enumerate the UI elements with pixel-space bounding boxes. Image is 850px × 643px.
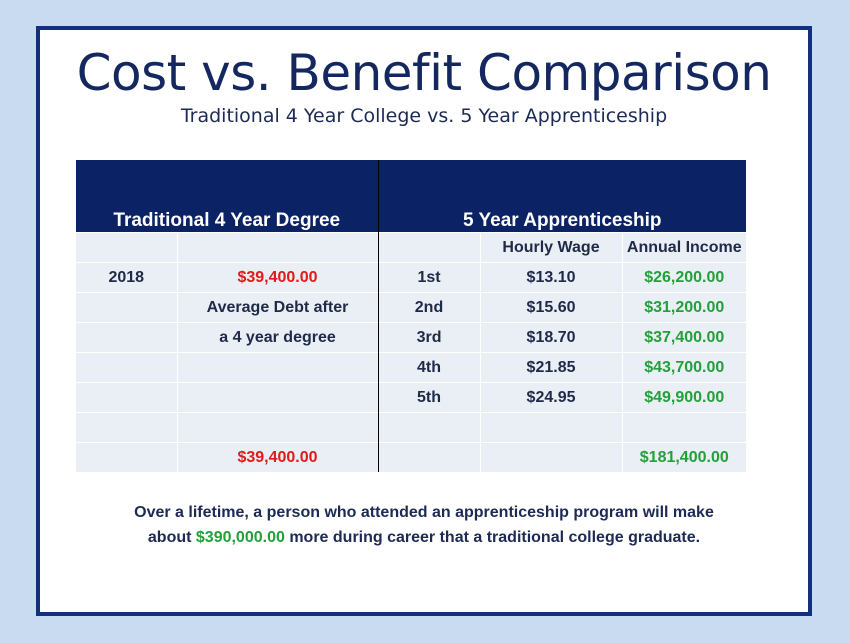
year-number-cell: 2nd	[377, 292, 481, 323]
table-row: 5th $24.95 $49,900.00	[76, 382, 747, 413]
col-label	[176, 232, 379, 263]
hourly-wage-cell: $24.95	[479, 382, 623, 413]
year-number-cell: 1st	[377, 262, 481, 293]
total-income-cell: $181,400.00	[621, 442, 747, 472]
table-row: a 4 year degree 3rd $18.70 $37,400.00	[76, 322, 747, 353]
debt-note-cell: Average Debt after	[176, 292, 379, 323]
year-number-cell: 5th	[377, 382, 481, 413]
lifetime-difference-amount: $390,000.00	[195, 529, 285, 546]
footer-line-1: Over a lifetime, a person who attended a…	[134, 504, 714, 521]
slide-title: Cost vs. Benefit Comparison	[76, 44, 772, 102]
table-row: 4th $21.85 $43,700.00	[76, 352, 747, 383]
debt-cell	[176, 352, 379, 383]
annual-income-cell: $26,200.00	[621, 262, 747, 293]
empty-cell	[479, 442, 623, 472]
debt-cell	[176, 382, 379, 413]
year-cell: 2018	[76, 262, 177, 293]
annual-income-cell: $37,400.00	[621, 322, 747, 353]
debt-note-cell: a 4 year degree	[176, 322, 379, 353]
comparison-table: Traditional 4 Year Degree 5 Year Apprent…	[76, 160, 747, 472]
year-number-cell: 3rd	[377, 322, 481, 353]
empty-cell	[76, 412, 177, 443]
year-cell	[76, 382, 177, 413]
annual-income-cell: $43,700.00	[621, 352, 747, 383]
col-label-annual-income: Annual Income	[621, 232, 747, 263]
empty-cell	[479, 412, 623, 443]
hourly-wage-cell: $18.70	[479, 322, 623, 353]
slide: Cost vs. Benefit Comparison Traditional …	[36, 26, 812, 616]
annual-income-cell: $49,900.00	[621, 382, 747, 413]
empty-cell	[377, 412, 481, 443]
debt-cell: $39,400.00	[176, 262, 379, 293]
annual-income-cell: $31,200.00	[621, 292, 747, 323]
totals-row: $39,400.00 $181,400.00	[76, 442, 747, 472]
table-row: Average Debt after 2nd $15.60 $31,200.00	[76, 292, 747, 323]
hourly-wage-cell: $13.10	[479, 262, 623, 293]
empty-cell	[377, 442, 481, 472]
table-header-row: Traditional 4 Year Degree 5 Year Apprent…	[76, 160, 747, 233]
empty-cell	[176, 412, 379, 443]
table-row	[76, 412, 747, 443]
col-label	[76, 232, 177, 263]
footer-summary: Over a lifetime, a person who attended a…	[80, 500, 768, 550]
total-debt-cell: $39,400.00	[176, 442, 379, 472]
hourly-wage-cell: $15.60	[479, 292, 623, 323]
column-label-row: Hourly Wage Annual Income	[76, 232, 747, 263]
header-apprenticeship: 5 Year Apprenticeship	[378, 160, 747, 233]
footer-line-2: about $390,000.00 more during career tha…	[80, 525, 768, 550]
col-label-hourly-wage: Hourly Wage	[479, 232, 623, 263]
year-cell	[76, 292, 177, 323]
footer-line-2-suffix: more during career that a traditional co…	[284, 529, 701, 546]
col-label	[377, 232, 481, 263]
table-row: 2018 $39,400.00 1st $13.10 $26,200.00	[76, 262, 747, 293]
year-number-cell: 4th	[377, 352, 481, 383]
year-cell	[76, 352, 177, 383]
header-traditional-degree: Traditional 4 Year Degree	[76, 160, 379, 233]
hourly-wage-cell: $21.85	[479, 352, 623, 383]
empty-cell	[621, 412, 747, 443]
slide-subtitle: Traditional 4 Year College vs. 5 Year Ap…	[180, 105, 668, 127]
footer-line-2-prefix: about	[147, 529, 196, 546]
year-cell	[76, 322, 177, 353]
total-label-cell	[76, 442, 177, 472]
